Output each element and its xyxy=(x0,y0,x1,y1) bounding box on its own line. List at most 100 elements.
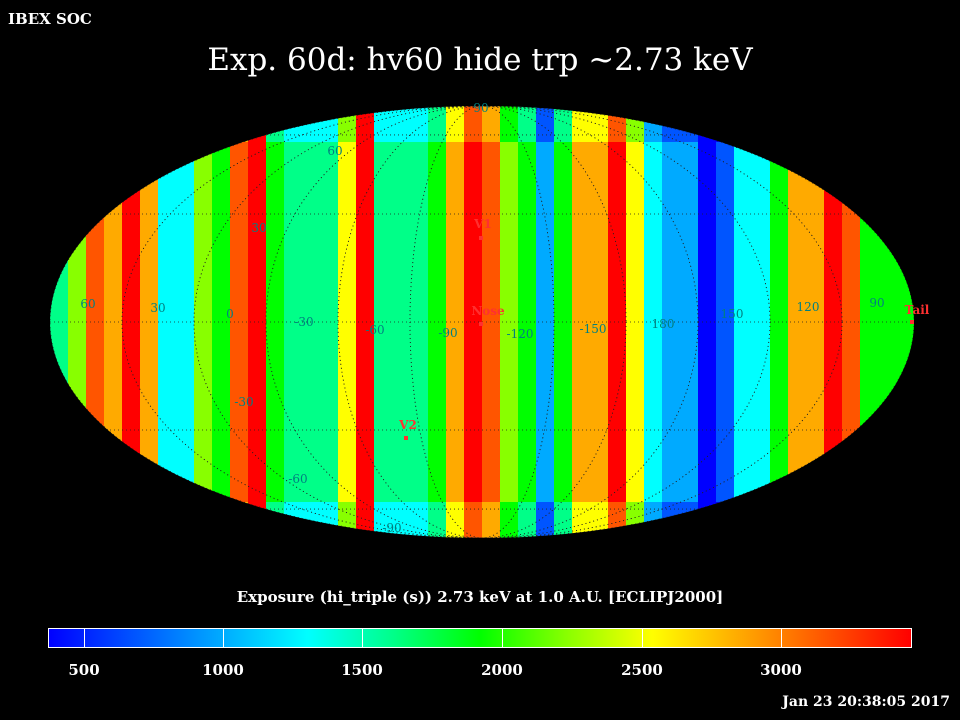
exposure-cell xyxy=(446,466,465,503)
exposure-cell xyxy=(212,214,231,251)
exposure-cell xyxy=(860,250,879,287)
exposure-cell xyxy=(302,394,321,431)
exposure-cell xyxy=(878,322,897,359)
colorbar-tick-label: 2500 xyxy=(621,661,663,679)
timestamp: Jan 23 20:38:05 2017 xyxy=(782,694,950,710)
exposure-cell xyxy=(752,142,771,179)
exposure-cell xyxy=(500,322,519,359)
exposure-cell xyxy=(842,178,861,215)
grid-labels: 90 60 30 -30 -60 -90 60 30 -30 -60 -90 -120 -150 180 1… xyxy=(80,101,884,535)
exposure-cell xyxy=(446,250,465,287)
exposure-cell xyxy=(158,430,177,467)
exposure-cell xyxy=(212,358,231,395)
exposure-cell xyxy=(842,106,861,143)
exposure-cell xyxy=(896,106,914,143)
exposure-cell xyxy=(68,250,87,287)
exposure-cell xyxy=(230,430,249,467)
exposure-cell xyxy=(392,178,411,215)
exposure-cell xyxy=(536,286,555,323)
exposure-cell xyxy=(50,322,69,359)
exposure-cell xyxy=(518,250,537,287)
exposure-cell xyxy=(734,394,753,431)
marker-label: V2 xyxy=(398,418,417,432)
exposure-cell xyxy=(302,430,321,467)
exposure-cell xyxy=(284,106,303,143)
exposure-cell xyxy=(104,106,123,143)
exposure-cell xyxy=(212,250,231,287)
exposure-cell xyxy=(302,142,321,179)
exposure-cell xyxy=(176,502,195,538)
exposure-cell xyxy=(734,466,753,503)
exposure-cell xyxy=(266,286,285,323)
exposure-cell xyxy=(50,430,69,467)
exposure-cell xyxy=(626,394,645,431)
exposure-cell xyxy=(824,250,843,287)
exposure-cell xyxy=(302,358,321,395)
exposure-cell xyxy=(356,394,375,431)
exposure-cell xyxy=(104,178,123,215)
exposure-cell xyxy=(338,106,357,143)
exposure-cell xyxy=(140,358,159,395)
exposure-cell xyxy=(464,250,483,287)
exposure-cell xyxy=(194,322,213,359)
exposure-cell xyxy=(644,358,663,395)
exposure-cell xyxy=(104,466,123,503)
exposure-cell xyxy=(500,106,519,143)
exposure-cell xyxy=(770,286,789,323)
exposure-cell xyxy=(176,358,195,395)
exposure-cell xyxy=(482,358,501,395)
exposure-cell xyxy=(518,214,537,251)
exposure-cell xyxy=(482,286,501,323)
exposure-cell xyxy=(878,394,897,431)
exposure-cell xyxy=(644,502,663,538)
exposure-cell xyxy=(626,502,645,538)
exposure-cell xyxy=(770,394,789,431)
exposure-cell xyxy=(446,322,465,359)
exposure-cell xyxy=(248,286,267,323)
exposure-cell xyxy=(770,502,789,538)
exposure-cell xyxy=(284,466,303,503)
exposure-cell xyxy=(194,430,213,467)
colorbar-tick-label: 1500 xyxy=(341,661,383,679)
exposure-cell xyxy=(860,286,879,323)
longitude-label: 0 xyxy=(226,307,234,321)
exposure-cell xyxy=(662,250,681,287)
marker-dot xyxy=(404,436,408,440)
exposure-cell xyxy=(140,466,159,503)
exposure-cell xyxy=(734,178,753,215)
exposure-cell xyxy=(518,394,537,431)
exposure-cell xyxy=(248,214,267,251)
exposure-cell xyxy=(698,142,717,179)
exposure-cell xyxy=(230,322,249,359)
exposure-cell xyxy=(140,286,159,323)
exposure-cell xyxy=(410,466,429,503)
exposure-cell xyxy=(590,322,609,359)
exposure-cell xyxy=(536,142,555,179)
exposure-cell xyxy=(770,250,789,287)
colorbar-segment xyxy=(135,629,222,647)
exposure-cell xyxy=(374,178,393,215)
exposure-cell xyxy=(302,106,321,143)
exposure-cell xyxy=(230,394,249,431)
exposure-cell xyxy=(824,502,843,538)
exposure-cell xyxy=(734,322,753,359)
exposure-cell xyxy=(860,358,879,395)
exposure-cell xyxy=(824,106,843,143)
exposure-cell xyxy=(284,430,303,467)
exposure-cell xyxy=(752,322,771,359)
exposure-cell xyxy=(698,250,717,287)
marker-dot xyxy=(479,236,483,240)
marker-label: Nose xyxy=(471,304,505,318)
exposure-cell xyxy=(248,322,267,359)
exposure-cell xyxy=(194,394,213,431)
exposure-cell xyxy=(716,394,735,431)
exposure-cell xyxy=(428,394,447,431)
exposure-cell xyxy=(392,214,411,251)
exposure-cell xyxy=(374,502,393,538)
exposure-cell xyxy=(194,466,213,503)
exposure-cell xyxy=(50,178,69,215)
exposure-cell xyxy=(194,106,213,143)
exposure-cell xyxy=(104,322,123,359)
exposure-cell xyxy=(644,250,663,287)
exposure-cell xyxy=(752,394,771,431)
